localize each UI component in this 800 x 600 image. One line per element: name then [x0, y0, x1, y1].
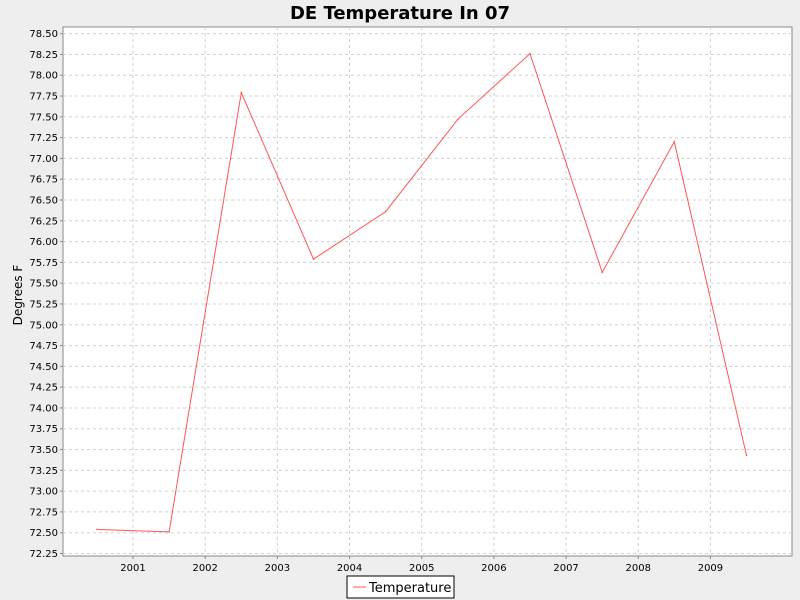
- data-point: [240, 91, 243, 94]
- y-axis: 72.25 72.50 72.75 73.00 73.25 73.50 73.75 74.00…: [29, 29, 63, 560]
- y-tick-label: 76.00: [29, 237, 58, 248]
- data-point: [673, 140, 676, 143]
- y-axis-label: Degrees F: [11, 265, 25, 326]
- y-tick-label: 73.75: [29, 424, 58, 435]
- y-tick-label: 75.75: [29, 258, 58, 269]
- y-tick-label: 72.50: [29, 528, 58, 539]
- x-tick-label: 2002: [192, 563, 217, 574]
- x-tick-label: 2009: [698, 563, 723, 574]
- y-tick-label: 72.75: [29, 507, 58, 518]
- chart-title: DE Temperature In 07: [290, 3, 510, 24]
- y-tick-label: 73.25: [29, 466, 58, 477]
- y-tick-label: 77.00: [29, 154, 58, 165]
- data-point: [96, 528, 98, 531]
- y-tick-label: 75.00: [29, 320, 58, 331]
- grid-lines: [63, 27, 792, 556]
- y-tick-label: 76.75: [29, 175, 58, 186]
- plot-area: [62, 26, 793, 557]
- y-tick-label: 75.25: [29, 299, 58, 310]
- y-tick-label: 78.00: [29, 71, 58, 82]
- data-point: [384, 210, 387, 213]
- y-tick-label: 76.25: [29, 216, 58, 227]
- x-tick-label: 2005: [409, 563, 434, 574]
- x-axis: 2001 2002 2003 2004 2005 2006 2007 2008 2009: [120, 556, 723, 574]
- y-tick-label: 78.25: [29, 50, 58, 61]
- y-tick-label: 74.75: [29, 341, 58, 352]
- y-tick-label: 77.25: [29, 133, 58, 144]
- y-tick-label: 77.75: [29, 92, 58, 103]
- legend: Temperature: [346, 575, 455, 599]
- data-point: [168, 531, 170, 533]
- y-tick-label: 72.25: [29, 549, 58, 560]
- y-tick-label: 73.50: [29, 445, 58, 456]
- x-tick-label: 2006: [481, 563, 506, 574]
- series-line-temperature: [96, 52, 747, 533]
- x-tick-label: 2007: [553, 563, 578, 574]
- data-point: [457, 118, 459, 121]
- x-tick-label: 2008: [626, 563, 651, 574]
- y-tick-label: 77.50: [29, 112, 58, 123]
- data-point: [601, 271, 603, 274]
- y-tick-label: 75.50: [29, 279, 58, 290]
- y-tick-label: 74.50: [29, 362, 58, 373]
- data-point: [529, 52, 531, 55]
- data-point: [312, 258, 315, 260]
- y-tick-label: 76.50: [29, 196, 58, 207]
- x-tick-label: 2004: [337, 563, 362, 574]
- y-tick-label: 74.00: [29, 403, 58, 414]
- data-point: [745, 454, 748, 457]
- y-tick-label: 78.50: [29, 29, 58, 40]
- y-tick-label: 74.25: [29, 383, 58, 394]
- x-tick-label: 2003: [265, 563, 290, 574]
- series-layer: [96, 52, 748, 533]
- legend-label-temperature: Temperature: [368, 581, 451, 596]
- y-tick-label: 73.00: [29, 487, 58, 498]
- legend-box: [346, 575, 455, 599]
- x-tick-label: 2001: [120, 563, 145, 574]
